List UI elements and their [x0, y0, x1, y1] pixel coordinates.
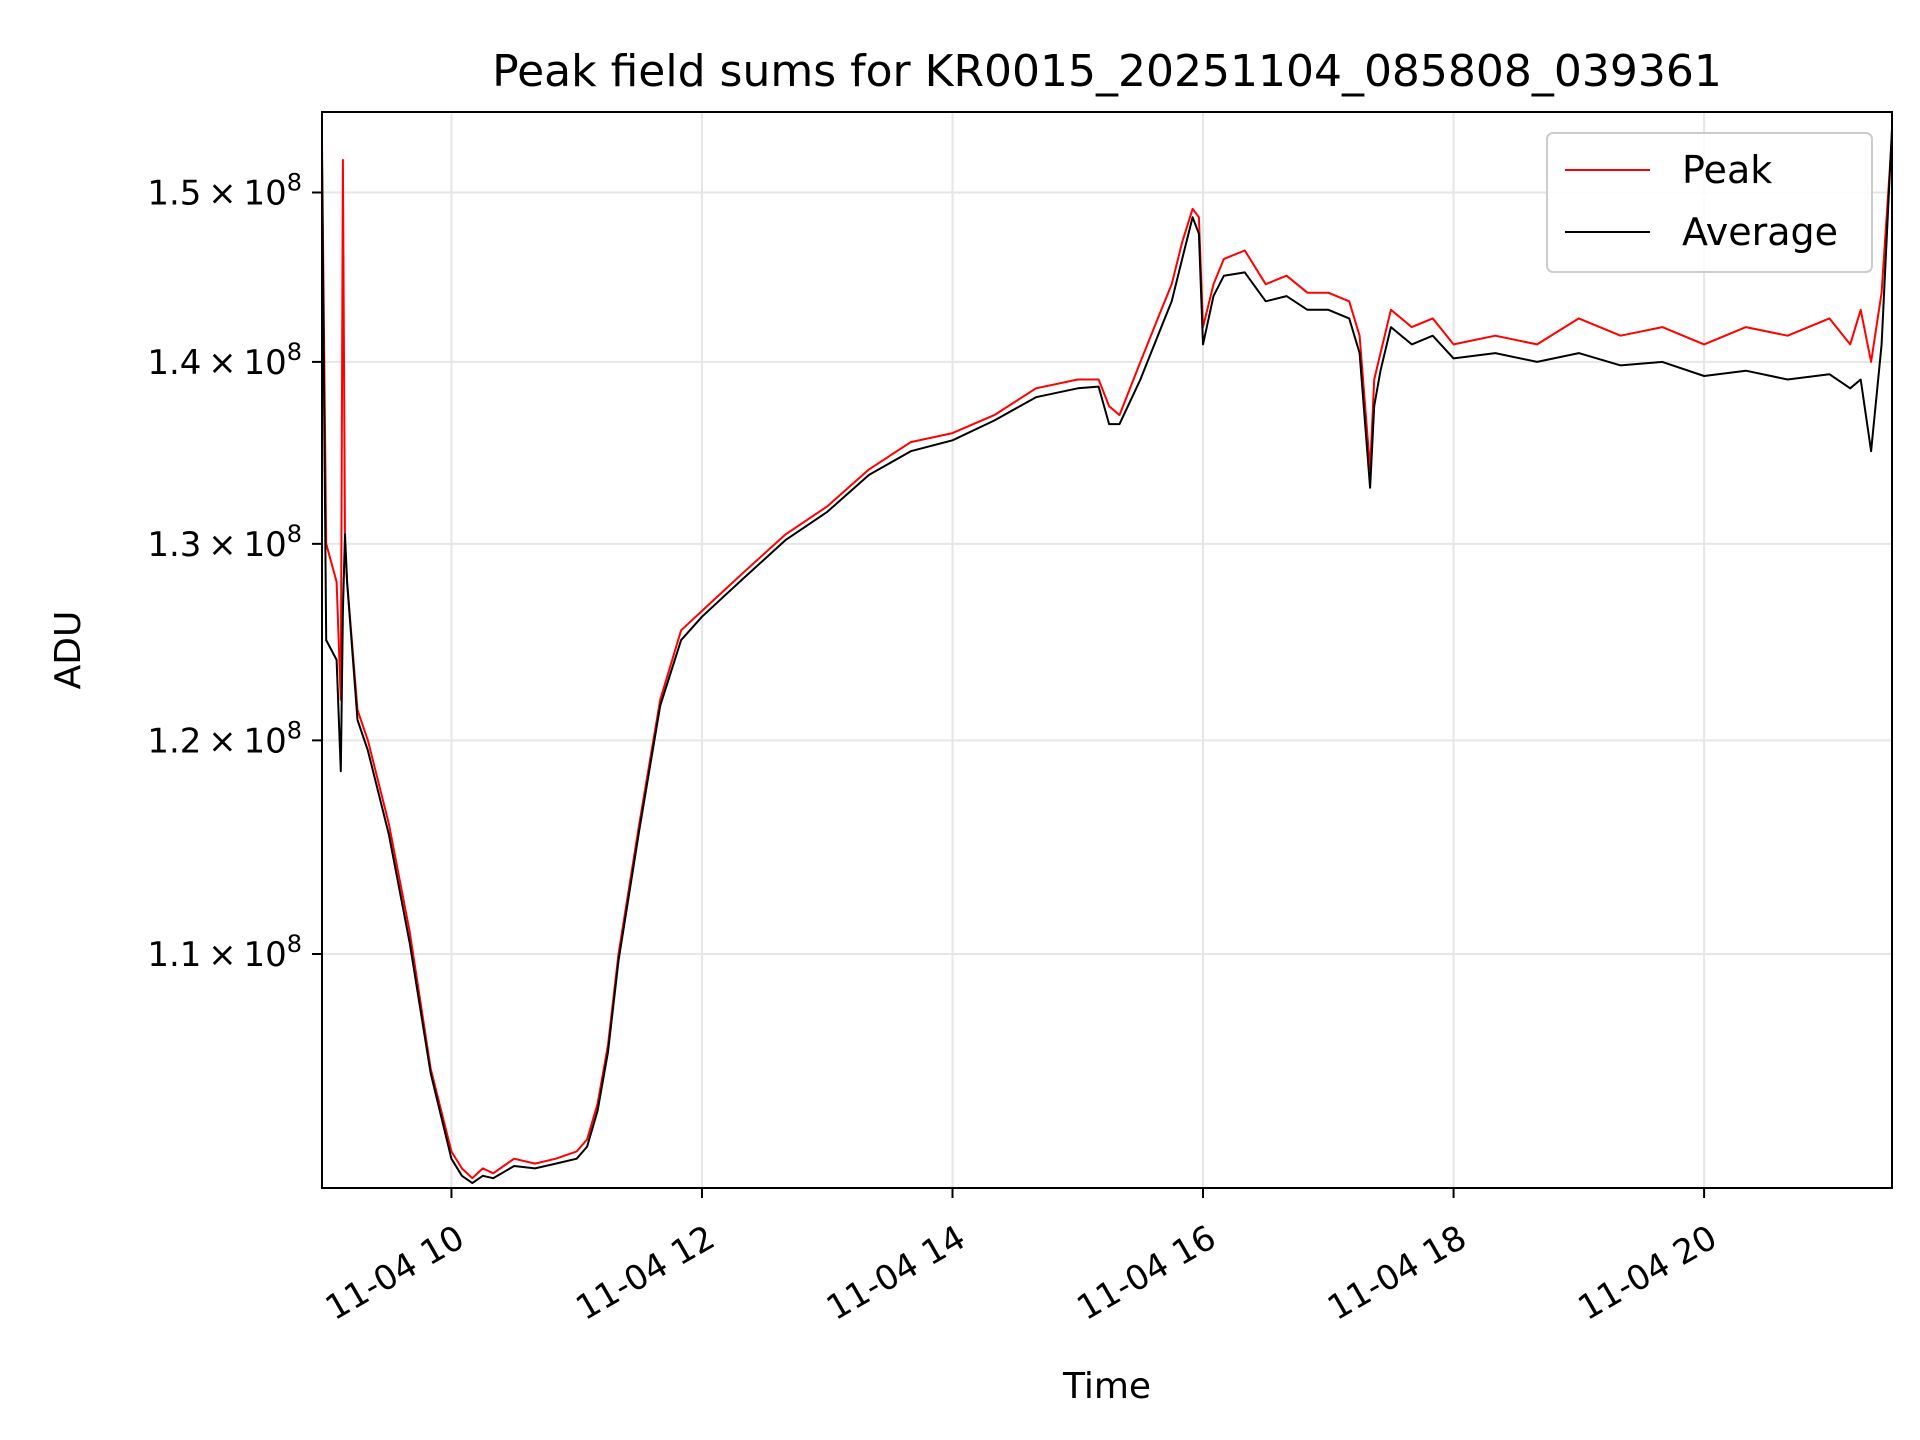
- y-axis: 1.1 × 108 1.2 × 108 1.3 × 108 1.4 × 108 1.5 …: [147, 169, 322, 975]
- y-tick-label: 1.2 × 108: [147, 716, 302, 761]
- y-axis-label: ADU: [48, 611, 89, 690]
- series-lines: [322, 127, 1892, 1185]
- x-axis-label: Time: [1062, 1366, 1151, 1407]
- legend-frame: [1546, 132, 1873, 273]
- y-tick-label: 1.4 × 108: [147, 338, 302, 383]
- legend: Peak Average: [1546, 132, 1873, 273]
- grid: [322, 112, 1892, 1188]
- legend-label-average: Average: [1682, 210, 1838, 254]
- chart-title: Peak field sums for KR0015_20251104_0858…: [492, 46, 1722, 97]
- series-line-average: [322, 127, 1892, 1185]
- plot-frame: [321, 111, 1893, 1189]
- y-tick-label: 1.1 × 108: [147, 930, 302, 975]
- legend-label-peak: Peak: [1682, 148, 1772, 192]
- y-tick-label: 1.3 × 108: [147, 520, 302, 565]
- plot-area: [322, 127, 1892, 1185]
- series-line-peak: [322, 135, 1892, 1180]
- y-tick-label: 1.5 × 108: [147, 169, 302, 214]
